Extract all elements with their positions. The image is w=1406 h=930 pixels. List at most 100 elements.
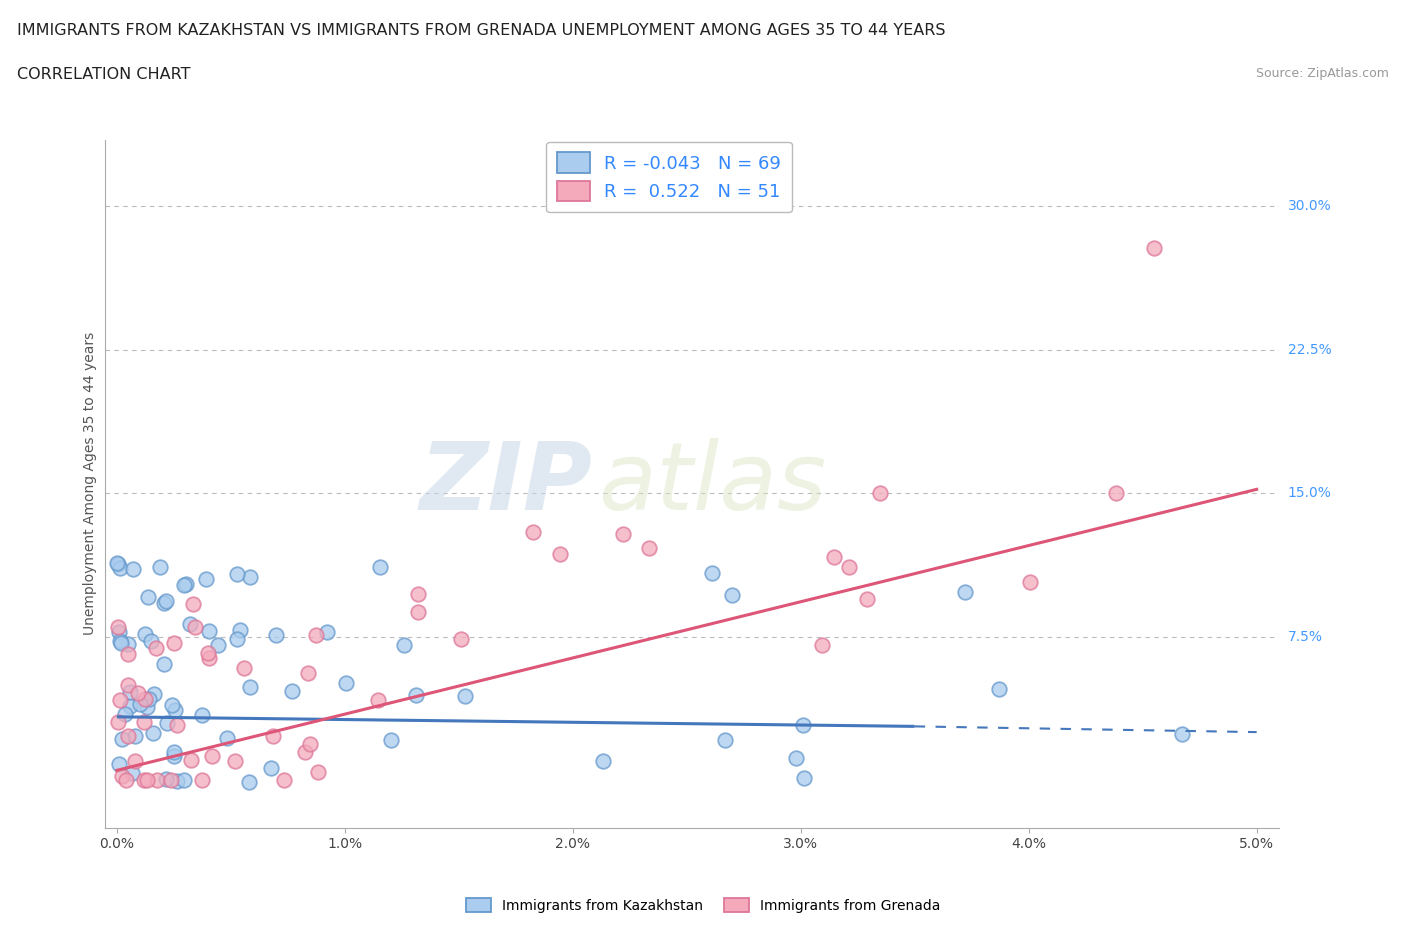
Point xyxy=(612,527,634,542)
Point xyxy=(793,770,815,785)
Point xyxy=(117,678,139,693)
Text: 22.5%: 22.5% xyxy=(1288,343,1331,357)
Point xyxy=(1018,574,1040,589)
Point xyxy=(163,745,186,760)
Text: 15.0%: 15.0% xyxy=(1288,486,1331,500)
Point xyxy=(108,757,131,772)
Point xyxy=(987,682,1010,697)
Point xyxy=(316,624,339,639)
Point xyxy=(368,560,391,575)
Point xyxy=(1105,485,1128,500)
Point xyxy=(162,749,184,764)
Point xyxy=(120,684,142,699)
Point xyxy=(239,569,262,584)
Text: CORRELATION CHART: CORRELATION CHART xyxy=(17,67,190,82)
Point xyxy=(406,604,429,619)
Point xyxy=(111,768,134,783)
Point xyxy=(132,773,155,788)
Point xyxy=(294,745,316,760)
Point xyxy=(298,737,321,751)
Point xyxy=(117,636,139,651)
Point xyxy=(120,698,142,713)
Point xyxy=(166,773,188,788)
Point xyxy=(406,587,429,602)
Point xyxy=(121,562,143,577)
Point xyxy=(392,638,415,653)
Point xyxy=(108,633,131,648)
Point xyxy=(121,765,143,780)
Point xyxy=(160,698,183,712)
Point xyxy=(163,635,186,650)
Point xyxy=(228,623,250,638)
Point xyxy=(190,773,212,788)
Text: Source: ZipAtlas.com: Source: ZipAtlas.com xyxy=(1256,67,1389,80)
Point xyxy=(136,700,159,715)
Point xyxy=(233,660,256,675)
Point xyxy=(198,623,221,638)
Point xyxy=(142,725,165,740)
Point xyxy=(335,676,357,691)
Point xyxy=(132,714,155,729)
Point xyxy=(721,588,744,603)
Text: 30.0%: 30.0% xyxy=(1288,199,1331,213)
Point xyxy=(869,485,891,500)
Point xyxy=(107,714,129,729)
Point xyxy=(201,749,224,764)
Point xyxy=(134,691,156,706)
Point xyxy=(792,717,814,732)
Point xyxy=(700,565,723,580)
Point xyxy=(264,628,287,643)
Point xyxy=(195,572,218,587)
Point xyxy=(183,619,205,634)
Point xyxy=(107,619,129,634)
Point xyxy=(838,560,860,575)
Point xyxy=(548,547,571,562)
Point xyxy=(160,773,183,788)
Point xyxy=(163,702,186,717)
Point xyxy=(179,617,201,631)
Point xyxy=(811,637,834,652)
Point xyxy=(114,706,136,721)
Point xyxy=(173,772,195,787)
Y-axis label: Unemployment Among Ages 35 to 44 years: Unemployment Among Ages 35 to 44 years xyxy=(83,332,97,635)
Point xyxy=(207,637,229,652)
Point xyxy=(191,708,214,723)
Text: 7.5%: 7.5% xyxy=(1288,630,1323,644)
Point xyxy=(260,761,283,776)
Point xyxy=(307,764,329,779)
Point xyxy=(217,731,239,746)
Point xyxy=(136,590,159,604)
Point xyxy=(117,729,139,744)
Point xyxy=(226,566,249,581)
Point xyxy=(136,773,159,788)
Point xyxy=(380,733,402,748)
Point xyxy=(148,560,170,575)
Point xyxy=(108,561,131,576)
Point xyxy=(823,550,845,565)
Point xyxy=(156,715,179,730)
Point xyxy=(127,685,149,700)
Point xyxy=(107,556,129,571)
Point xyxy=(855,592,877,607)
Point xyxy=(155,593,177,608)
Point xyxy=(145,641,167,656)
Point xyxy=(450,632,472,647)
Point xyxy=(953,584,976,599)
Point xyxy=(238,775,260,790)
Point xyxy=(143,687,166,702)
Point xyxy=(115,773,138,788)
Point xyxy=(180,752,202,767)
Point xyxy=(128,697,150,711)
Point xyxy=(714,732,737,747)
Text: IMMIGRANTS FROM KAZAKHSTAN VS IMMIGRANTS FROM GRENADA UNEMPLOYMENT AMONG AGES 35: IMMIGRANTS FROM KAZAKHSTAN VS IMMIGRANTS… xyxy=(17,23,945,38)
Text: ZIP: ZIP xyxy=(420,438,593,529)
Point xyxy=(176,577,198,591)
Point xyxy=(297,666,319,681)
Point xyxy=(405,687,427,702)
Point xyxy=(134,627,156,642)
Point xyxy=(152,595,174,610)
Point xyxy=(239,680,262,695)
Point xyxy=(280,684,302,698)
Point xyxy=(138,692,160,707)
Point xyxy=(110,693,132,708)
